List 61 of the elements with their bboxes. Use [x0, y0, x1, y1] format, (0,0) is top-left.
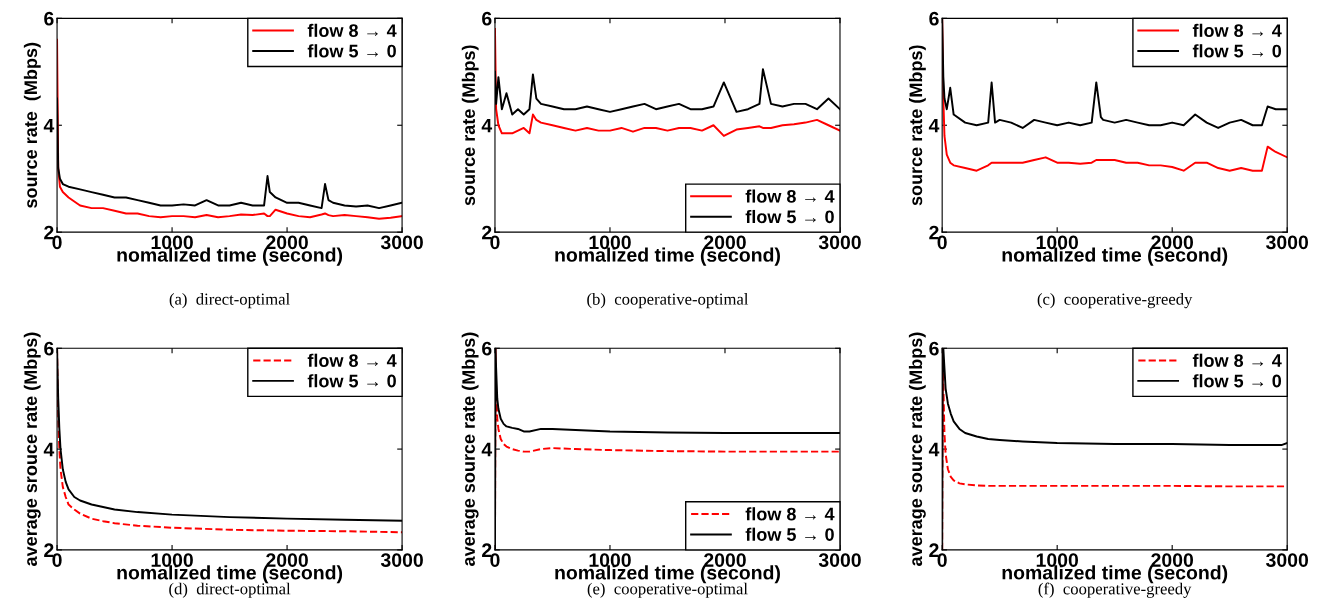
x-tick-label: 3000: [380, 553, 423, 567]
legend-label: flow 5 → 0: [307, 374, 396, 388]
text: (f) cooperative-greedy: [1038, 582, 1192, 598]
legend-label: flow 5 → 0: [745, 527, 834, 541]
y-tick-label: 2: [44, 543, 54, 557]
text: (e) cooperative-optimal: [587, 582, 748, 598]
x-tick-label: 1000: [1036, 553, 1079, 567]
x-tick-label: 2000: [704, 553, 746, 567]
y-tick-label: 4: [43, 442, 55, 457]
y-axis-title: source rate (Mbps): [461, 45, 479, 206]
text: (c) cooperative-greedy: [1037, 293, 1193, 309]
y-tick-label: 6: [482, 11, 492, 26]
text: (a) direct-optimal: [169, 293, 290, 309]
y-tick-label: 4: [928, 118, 940, 133]
y-tick-label: 6: [44, 341, 54, 356]
y-axis-title: source rate (Mbps): [23, 42, 41, 208]
x-tick-label: 3000: [818, 235, 861, 250]
y-axis-title: source rate (Mbps): [908, 45, 926, 206]
y-axis-title: average source rate (Mbps): [908, 332, 926, 566]
y-tick-label: 4: [481, 442, 493, 457]
x-tick-label: 0: [937, 553, 947, 567]
legend-label: flow 5 → 0: [307, 44, 396, 58]
x-tick-label: 1000: [589, 553, 631, 567]
x-tick-label: 3000: [818, 553, 861, 567]
legend-label: flow 5 → 0: [745, 209, 834, 224]
y-tick-label: 2: [482, 543, 492, 557]
y-tick-label: 4: [43, 118, 55, 133]
legend-label: flow 8 → 4: [745, 507, 835, 521]
legend-label: flow 8 → 4: [307, 23, 397, 38]
y-tick-label: 2: [929, 225, 939, 240]
y-tick-label: 6: [929, 11, 939, 26]
y-axis-title: average source rate (Mbps): [461, 332, 479, 566]
text: (b) cooperative-optimal: [587, 293, 749, 309]
x-tick-label: 3000: [1266, 235, 1309, 250]
y-tick-label: 6: [929, 341, 939, 356]
x-tick-label: 2000: [266, 553, 308, 567]
y-tick-label: 2: [929, 543, 939, 557]
legend-label: flow 8 → 4: [745, 189, 835, 203]
x-tick-label: 3000: [380, 235, 423, 250]
y-tick-label: 4: [481, 118, 493, 133]
legend-label: flow 8 → 4: [1192, 353, 1282, 367]
legend-label: flow 8 → 4: [307, 353, 397, 367]
y-axis-title: average srouce rate (Mbps): [23, 332, 41, 566]
x-tick-label: 3000: [1266, 553, 1309, 567]
text: (d) direct-optimal: [169, 582, 291, 598]
y-tick-label: 6: [482, 341, 492, 356]
legend-label: flow 8 → 4: [1192, 23, 1282, 38]
x-axis-title: nomalized time (second): [555, 565, 780, 584]
x-tick-label: 0: [937, 235, 947, 250]
y-tick-label: 6: [44, 11, 54, 26]
x-tick-label: 0: [490, 235, 500, 250]
legend-label: flow 5 → 0: [1192, 374, 1282, 388]
y-tick-label: 4: [928, 442, 940, 457]
x-tick-label: 0: [52, 553, 62, 567]
legend-label: flow 5 → 0: [1192, 44, 1282, 58]
x-tick-label: 2000: [1151, 553, 1194, 567]
y-tick-label: 2: [44, 225, 54, 240]
x-tick-label: 1000: [151, 553, 193, 567]
y-tick-label: 2: [482, 225, 492, 240]
x-tick-label: 0: [52, 235, 62, 250]
x-tick-label: 0: [490, 553, 500, 567]
